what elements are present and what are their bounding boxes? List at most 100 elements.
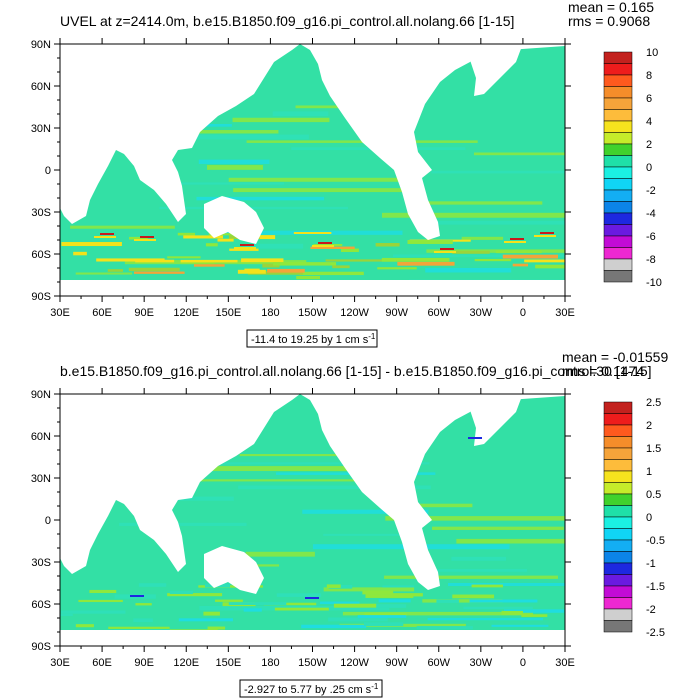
top-australia-land: [204, 196, 264, 244]
bottom-colorbar-swatch: [603, 551, 633, 564]
top-colorbar-label: 2: [646, 139, 652, 151]
top-lat-label: 0: [45, 165, 51, 177]
top-colorbar-label: -10: [646, 277, 662, 289]
top-range-box: -11.4 to 19.25 by 1 cm s-1: [246, 329, 378, 348]
top-current-band: [159, 206, 349, 210]
bottom-current-band: [238, 485, 431, 490]
top-hotspot-streak: [234, 247, 256, 249]
top-lon-ticks: 30E 60E 90E 120E 150E 180 150W 120W 90W 60W 30W 0 30…: [50, 38, 575, 319]
top-lat-label: 90S: [31, 291, 51, 303]
top-southern-band: [244, 268, 260, 271]
bottom-map-title: b.e15.B1850.f09_g16.pi_control.all.nolan…: [60, 363, 652, 379]
top-hotspot-streak: [134, 239, 156, 241]
top-colorbar-label: 6: [646, 93, 652, 105]
top-range-text: -11.4 to 19.25 by 1 cm s-1: [251, 332, 376, 346]
bottom-colorbar-label: -1: [646, 558, 656, 570]
top-lon-label: 30W: [470, 307, 493, 319]
bottom-southern-band: [382, 585, 415, 588]
top-southern-band: [293, 232, 332, 235]
bottom-current-band: [432, 526, 564, 530]
bottom-colorbar-swatch: [603, 447, 633, 460]
top-current-band: [233, 188, 410, 193]
top-lat-label: 30S: [31, 207, 51, 219]
top-current-band: [245, 243, 304, 249]
bottom-lat-label: 30N: [31, 473, 51, 485]
bottom-colorbar-swatch: [603, 516, 633, 529]
top-southern-band: [96, 258, 165, 262]
top-southern-band: [180, 259, 238, 263]
bottom-southern-band: [471, 584, 503, 588]
bottom-range-text: -2.927 to 5.77 by .25 cm s-1: [244, 682, 379, 696]
top-antarctica-land: [60, 280, 565, 296]
bottom-lon-label: 120E: [173, 657, 199, 669]
top-colorbar-swatch: [603, 178, 633, 191]
bottom-southern-band: [326, 584, 341, 588]
top-lon-label: 90W: [385, 307, 408, 319]
bottom-lon-label: 90E: [134, 657, 154, 669]
top-colorbar-label: -8: [646, 254, 656, 266]
bottom-lat-label: 60S: [31, 599, 51, 611]
bottom-southern-band: [362, 590, 394, 595]
bottom-colorbar-label: 2.5: [646, 397, 661, 409]
bottom-current-band: [119, 522, 247, 526]
top-colorbar: 10 8 6 4 2 0 -2 -4 -6 -8 -10: [603, 47, 662, 289]
top-hotspot-streak: [240, 244, 254, 246]
bottom-southern-band: [243, 608, 262, 612]
top-southern-band: [107, 269, 124, 272]
bottom-southern-band: [178, 618, 233, 622]
top-current-band: [426, 249, 565, 253]
top-current-band: [425, 267, 512, 273]
bottom-southern-band: [333, 603, 377, 608]
top-lon-label: 30E: [50, 307, 70, 319]
top-current-band: [196, 196, 325, 201]
top-southern-band: [310, 246, 355, 249]
top-range-label: -11.4 to 19.25 by 1 cm s: [251, 334, 369, 346]
bottom-lat-label: 90S: [31, 641, 51, 653]
bottom-colorbar-swatch: [603, 585, 633, 598]
top-hotspot-streak: [540, 232, 554, 234]
top-southern-band: [61, 242, 122, 247]
top-southern-band: [474, 258, 512, 262]
bottom-southern-band: [133, 618, 153, 623]
bottom-lon-label: 150E: [215, 657, 241, 669]
top-lat-label: 30N: [31, 123, 51, 135]
bottom-southern-band: [78, 599, 123, 603]
bottom-americas-land: [300, 394, 565, 590]
top-lon-label: 60W: [427, 307, 450, 319]
top-southern-band: [332, 265, 350, 269]
top-southern-band: [135, 259, 175, 263]
top-colorbar-label: -2: [646, 185, 656, 197]
top-hotspot-streak: [434, 251, 456, 253]
bottom-current-band: [182, 479, 388, 482]
bottom-colorbar-swatch: [603, 401, 633, 414]
top-current-band: [381, 212, 565, 218]
bottom-southern-band: [378, 599, 411, 603]
top-lon-label: 30E: [555, 307, 575, 319]
top-southern-band: [180, 261, 215, 265]
top-southern-band: [133, 271, 185, 274]
bottom-southern-band: [60, 613, 73, 617]
bottom-southern-band: [274, 607, 329, 611]
bottom-southern-band: [138, 583, 167, 587]
bottom-southern-band: [491, 624, 549, 627]
bottom-lon-label: 60W: [427, 657, 450, 669]
bottom-hotspot-streaks: [130, 437, 482, 599]
bottom-colorbar-label: -1.5: [646, 581, 665, 593]
top-current-band: [207, 165, 263, 170]
bottom-colorbar-swatch: [603, 574, 633, 587]
bottom-greenland-land: [470, 396, 522, 446]
top-current-band: [430, 326, 487, 328]
bottom-range-label: -2.927 to 5.77 by .25 cm s: [244, 684, 372, 696]
bottom-continents: [60, 394, 565, 646]
top-colorbar-swatch: [603, 235, 633, 248]
bottom-current-band: [451, 556, 507, 561]
top-greenland-land: [470, 46, 522, 96]
bottom-southern-band: [167, 593, 223, 597]
bottom-southern-band: [207, 626, 226, 630]
bottom-southern-band: [135, 603, 152, 606]
bottom-range-exponent: -1: [371, 682, 379, 691]
top-southern-band: [73, 251, 87, 256]
top-lat-label: 60N: [31, 81, 51, 93]
bottom-southern-band: [263, 602, 317, 606]
